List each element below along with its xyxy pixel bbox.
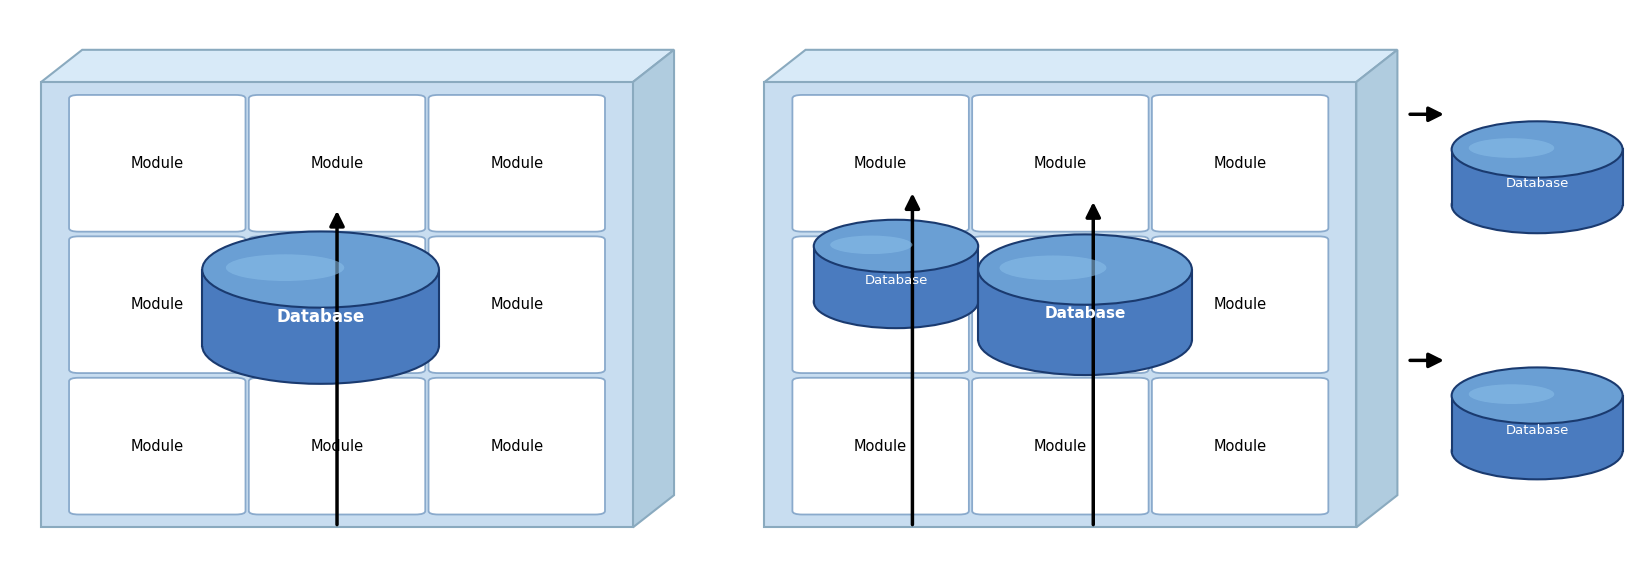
Ellipse shape — [1452, 121, 1623, 178]
Text: Module: Module — [490, 297, 543, 312]
FancyBboxPatch shape — [978, 270, 1192, 340]
Ellipse shape — [1452, 177, 1623, 233]
Text: Database: Database — [276, 308, 365, 326]
Text: Module: Module — [855, 439, 907, 454]
Text: Module: Module — [490, 156, 543, 171]
FancyBboxPatch shape — [429, 236, 605, 373]
Text: Module: Module — [132, 297, 184, 312]
Ellipse shape — [1000, 255, 1106, 280]
Text: Database: Database — [1506, 424, 1568, 437]
FancyBboxPatch shape — [429, 95, 605, 231]
Ellipse shape — [814, 220, 978, 272]
Text: Module: Module — [855, 297, 907, 312]
FancyBboxPatch shape — [1152, 236, 1328, 373]
Ellipse shape — [202, 308, 439, 384]
Ellipse shape — [978, 305, 1192, 375]
Polygon shape — [633, 50, 674, 527]
Text: Database: Database — [1506, 178, 1568, 190]
Text: Module: Module — [1034, 297, 1087, 312]
FancyBboxPatch shape — [248, 378, 426, 515]
Text: Module: Module — [855, 156, 907, 171]
Polygon shape — [1356, 50, 1397, 527]
Polygon shape — [41, 50, 674, 82]
FancyBboxPatch shape — [429, 378, 605, 515]
FancyBboxPatch shape — [792, 95, 968, 231]
FancyBboxPatch shape — [1452, 396, 1623, 451]
FancyBboxPatch shape — [248, 236, 426, 373]
FancyBboxPatch shape — [41, 82, 633, 527]
Text: Module: Module — [1213, 439, 1266, 454]
Ellipse shape — [830, 236, 912, 254]
Text: Module: Module — [311, 439, 363, 454]
FancyBboxPatch shape — [202, 270, 439, 346]
FancyBboxPatch shape — [1452, 149, 1623, 205]
FancyBboxPatch shape — [764, 82, 1356, 527]
Polygon shape — [764, 50, 1397, 82]
Text: Module: Module — [1213, 297, 1266, 312]
Ellipse shape — [202, 231, 439, 308]
Text: Database: Database — [865, 274, 927, 287]
Text: Module: Module — [132, 439, 184, 454]
Ellipse shape — [225, 254, 344, 281]
Ellipse shape — [1468, 138, 1554, 158]
Text: Module: Module — [311, 156, 363, 171]
Text: Module: Module — [1034, 439, 1087, 454]
Text: Module: Module — [311, 297, 363, 312]
Text: Database: Database — [1044, 306, 1126, 321]
FancyBboxPatch shape — [1152, 378, 1328, 515]
Text: Module: Module — [1034, 156, 1087, 171]
FancyBboxPatch shape — [69, 378, 245, 515]
Ellipse shape — [814, 275, 978, 328]
FancyBboxPatch shape — [1152, 95, 1328, 231]
Ellipse shape — [978, 234, 1192, 305]
FancyBboxPatch shape — [69, 95, 245, 231]
Text: Module: Module — [490, 439, 543, 454]
Ellipse shape — [1452, 367, 1623, 424]
Text: Module: Module — [132, 156, 184, 171]
Text: Module: Module — [1213, 156, 1266, 171]
Ellipse shape — [1468, 384, 1554, 404]
FancyBboxPatch shape — [972, 378, 1149, 515]
Ellipse shape — [1452, 423, 1623, 479]
FancyBboxPatch shape — [792, 378, 968, 515]
FancyBboxPatch shape — [69, 236, 245, 373]
FancyBboxPatch shape — [248, 95, 426, 231]
FancyBboxPatch shape — [792, 236, 968, 373]
FancyBboxPatch shape — [814, 246, 978, 302]
FancyBboxPatch shape — [972, 95, 1149, 231]
FancyBboxPatch shape — [972, 236, 1149, 373]
